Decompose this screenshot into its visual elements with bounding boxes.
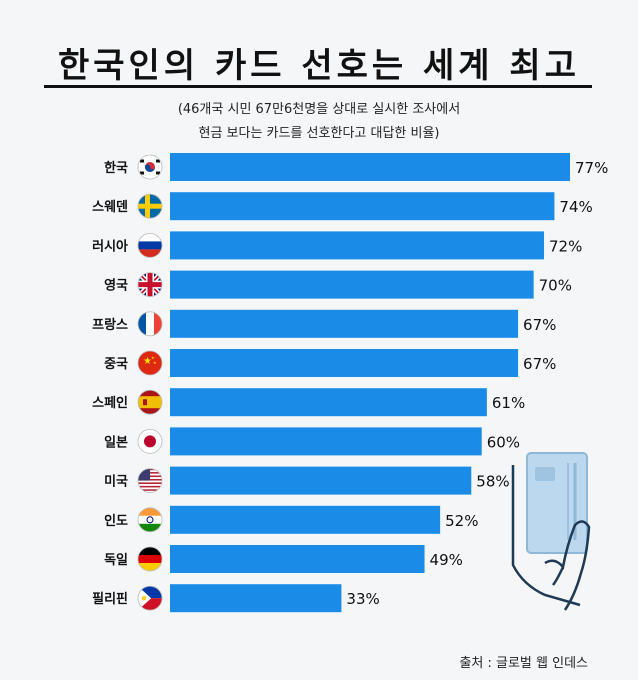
france-flag-icon [137,311,163,337]
spain-flag-icon [137,389,163,415]
bar-row: 중국 ★ ★★ 67% [104,349,556,377]
category-label: 미국 [104,474,128,490]
bar-row: 영국 70% [104,270,572,299]
philippines-flag-icon [137,585,163,611]
bar-row: 일본 60% [104,427,520,456]
uk-flag-icon [137,272,163,298]
value-label: 70% [539,277,572,295]
card-in-hand-icon [511,452,591,611]
bar-row: 러시아 72% [92,231,582,260]
category-label: 프랑스 [92,318,128,333]
svg-text:★: ★ [151,355,155,360]
korea-flag-icon [137,154,163,180]
bar-row: 프랑스 67% [92,309,556,338]
bar-row: 필리핀 33% [92,584,380,613]
bar [170,192,555,221]
bar [170,427,482,456]
category-label: 한국 [104,160,128,176]
sweden-flag-icon [137,193,163,219]
value-label: 60% [487,433,520,451]
bar [170,466,472,495]
russia-flag-icon [137,232,163,258]
subtitle-line-2: 현금 보다는 카드를 선호한다고 대답한 비율) [198,126,440,141]
bar [170,584,342,613]
bar [170,309,519,338]
bar [170,153,570,181]
japan-flag-icon [137,428,163,454]
bar-row: 스페인 61% [92,388,525,417]
bar-row: 독일 49% [104,545,463,573]
bar [170,505,441,534]
value-label: 33% [346,590,379,608]
bar [170,270,534,299]
india-flag-icon [137,507,163,533]
bar-row: 인도 52% [104,505,478,534]
bar [170,349,519,377]
germany-flag-icon [137,546,163,572]
bar [170,388,487,417]
bar-row: 미국 58% [104,466,510,495]
china-flag-icon: ★ ★★ [137,350,163,376]
value-label: 77% [575,159,608,177]
category-label: 일본 [104,435,128,450]
value-label: 72% [549,237,582,255]
title-underline [44,85,592,88]
category-label: 러시아 [92,238,128,254]
category-label: 스웨덴 [92,199,128,215]
bar-row: 한국 77% [104,153,608,181]
value-label: 52% [445,512,478,530]
category-label: 영국 [104,279,128,294]
value-label: 49% [430,551,463,569]
category-label: 독일 [104,553,128,568]
source-note: 출처 : 글로벌 웹 인데스 [459,656,588,671]
bar [170,545,425,573]
category-label: 인도 [104,513,128,529]
usa-flag-icon [137,468,163,494]
svg-text:★: ★ [143,356,152,367]
category-label: 필리핀 [92,591,128,607]
bar-row: 스웨덴 74% [92,192,593,221]
category-label: 스페인 [92,395,128,411]
svg-text:★: ★ [153,360,157,365]
category-label: 중국 [104,357,128,372]
value-label: 58% [476,473,509,491]
value-label: 67% [523,316,556,334]
value-label: 61% [492,394,525,412]
subtitle-line-1: (46개국 시민 67만6천명을 상대로 실시한 조사에서 [177,102,461,117]
bar [170,231,545,260]
page-title: 한국인의 카드 선호는 세계 최고 [58,46,580,86]
value-label: 67% [523,355,556,373]
value-label: 74% [559,198,592,216]
